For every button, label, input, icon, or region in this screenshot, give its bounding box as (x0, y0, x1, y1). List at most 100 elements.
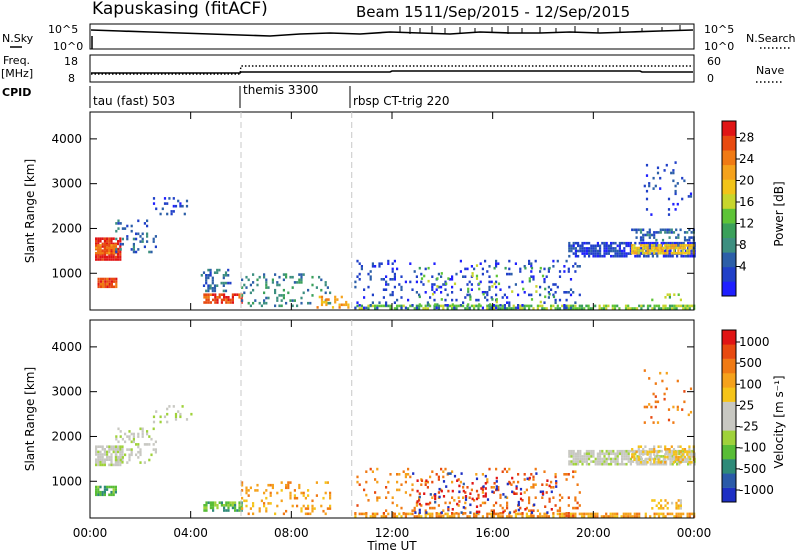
velocity-cell (448, 501, 451, 505)
power-cell (574, 252, 577, 255)
power-cell (585, 304, 588, 308)
power-cell (535, 285, 538, 288)
power-cell (659, 244, 662, 247)
velocity-cell (678, 462, 681, 466)
power-cell (99, 282, 102, 286)
power-cell (574, 301, 577, 304)
velocity-cell (469, 511, 472, 514)
velocity-cell (543, 512, 546, 516)
velocity-cell (649, 460, 652, 463)
power-cell (271, 281, 274, 284)
power-cell (508, 272, 511, 276)
velocity-cell (435, 512, 438, 515)
velocity-cell (679, 501, 682, 505)
velocity-cell (484, 482, 487, 485)
power-cell (115, 222, 118, 225)
velocity-cell (535, 472, 538, 475)
velocity-cell (378, 496, 381, 499)
velocity-cell (415, 504, 418, 507)
velocity-cell (504, 495, 507, 499)
velocity-cell (510, 483, 513, 486)
velocity-cell (481, 488, 484, 492)
power-cell (205, 279, 208, 282)
power-cell (495, 306, 498, 310)
power-cell (541, 307, 544, 310)
velocity-cell (613, 512, 617, 516)
velocity-cell (137, 432, 140, 436)
power-cell (479, 280, 482, 284)
velocity-cell (511, 490, 514, 494)
velocity-cell (585, 452, 588, 456)
velocity-cell (148, 435, 151, 438)
velocity-cell (672, 421, 675, 424)
power-cell (433, 304, 436, 308)
velocity-cell (356, 504, 359, 507)
velocity-cell (400, 515, 403, 518)
power-cell (688, 238, 691, 242)
velocity-cell (621, 452, 624, 456)
power-cell (508, 304, 511, 307)
power-cell (258, 275, 261, 279)
velocity-cell (653, 461, 656, 464)
velocity-cell (418, 511, 421, 514)
velocity-cell (446, 512, 449, 516)
velocity-cell (282, 512, 285, 516)
velocity-cell (640, 462, 643, 466)
power-cell (623, 247, 626, 250)
power-cell (97, 280, 100, 283)
power-cell (588, 254, 591, 258)
velocity-cell (420, 479, 424, 482)
power-cell (691, 252, 694, 255)
velocity-cell (404, 473, 407, 476)
power-cell (607, 247, 610, 250)
power-cell (276, 283, 279, 287)
power-cell (300, 301, 303, 305)
power-cell (656, 241, 659, 245)
velocity-cell (686, 450, 689, 454)
power-cell (163, 197, 167, 200)
power-cell (146, 219, 149, 223)
power-cell (688, 228, 691, 232)
velocity-cell (492, 509, 495, 512)
velocity-cell (358, 483, 361, 486)
velocity-cell (117, 458, 120, 461)
velocity-cell (447, 506, 450, 509)
power-cell (574, 304, 577, 308)
velocity-cell (583, 455, 586, 458)
velocity-cell (585, 462, 588, 466)
power-cell (605, 241, 608, 245)
power-cell (601, 241, 604, 245)
freq-panel: Freq. [MHz] 18 8 60 0 Nave (1, 54, 784, 85)
velocity-cell (453, 515, 456, 518)
velocity-cell (115, 437, 118, 441)
velocity-cell (458, 490, 461, 494)
power-cell (667, 254, 670, 258)
velocity-cell (95, 461, 98, 464)
velocity-cell (241, 489, 244, 492)
velocity-cell (413, 515, 416, 518)
velocity-cell (369, 467, 372, 471)
power-cell (567, 304, 570, 308)
velocity-cell (607, 452, 610, 456)
velocity-cell (256, 483, 259, 487)
velocity-cell (101, 455, 104, 459)
power-cell (556, 304, 559, 308)
power-cell (282, 294, 285, 297)
power-cell (556, 259, 559, 263)
power-cell (222, 276, 225, 280)
velocity-cell (231, 504, 234, 507)
power-cell (572, 304, 575, 308)
velocity-cell (154, 448, 157, 451)
power-cell (653, 244, 656, 247)
power-cell (510, 307, 513, 310)
power-cell (652, 176, 655, 180)
velocity-cell (103, 450, 106, 454)
power-cell (440, 291, 443, 294)
power-cell (114, 242, 117, 246)
velocity-cell (209, 501, 212, 504)
velocity-cell (552, 515, 555, 518)
velocity-cell (433, 506, 436, 510)
velocity-cell (398, 512, 401, 516)
power-cell (495, 285, 498, 289)
velocity-cell (645, 405, 649, 409)
